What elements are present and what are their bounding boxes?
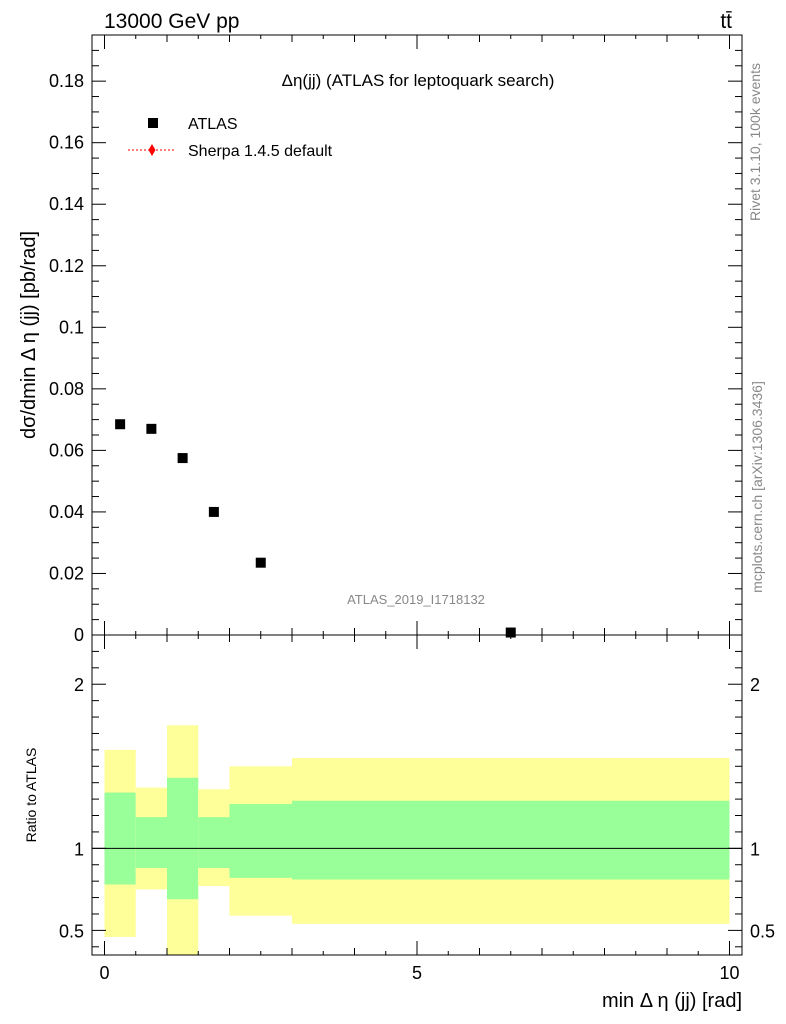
y-tick-label: 0.14: [49, 194, 84, 214]
y-tick-label: 0.06: [49, 440, 84, 460]
y-tick-label: 0.12: [49, 256, 84, 276]
x-tick-label: 5: [412, 963, 422, 983]
y-tick-label: 0.04: [49, 502, 84, 522]
y-tick-label: 0: [74, 625, 84, 645]
y-tick-label: 0.08: [49, 379, 84, 399]
legend-label-atlas: ATLAS: [188, 116, 238, 133]
legend-marker-atlas: [148, 118, 158, 128]
x-axis-label: min Δ η (jj) [rad]: [602, 990, 742, 1012]
ratio-band-green-0: [104, 792, 136, 885]
ratio-band-green-4: [229, 804, 292, 878]
watermark: ATLAS_2019_I1718132: [347, 592, 485, 607]
y-tick-label: 0.1: [59, 317, 84, 337]
ratio-tick-label-right: 0.5: [750, 921, 775, 941]
side-text-top: Rivet 3.1.10, 100k events: [747, 63, 763, 221]
legend-marker-sherpa: [148, 144, 156, 156]
header-right: tt̄: [720, 10, 732, 33]
legend-label-sherpa: Sherpa 1.4.5 default: [188, 143, 333, 160]
y-tick-label: 0.02: [49, 563, 84, 583]
ratio-band-green-1: [135, 817, 167, 869]
ratio-axis-label: Ratio to ATLAS: [23, 748, 39, 843]
data-point-0: [115, 419, 126, 430]
ratio-tick-label-left: 1: [74, 839, 84, 859]
data-point-4: [255, 557, 266, 568]
header-left: 13000 GeV pp: [104, 10, 239, 33]
data-point-2: [177, 453, 188, 464]
data-point-1: [146, 423, 157, 434]
x-tick-label: 0: [99, 963, 109, 983]
data-point-3: [208, 506, 219, 517]
ratio-band-green-3: [198, 817, 230, 869]
side-text-bottom: mcplots.cern.ch [arXiv:1306.3436]: [749, 381, 765, 593]
ratio-band-green-2: [167, 777, 199, 900]
y-tick-label: 0.18: [49, 71, 84, 91]
y-tick-label: 0.16: [49, 133, 84, 153]
x-tick-label: 10: [719, 963, 739, 983]
chart-title: Δη(jj) (ATLAS for leptoquark search): [282, 71, 555, 90]
ratio-tick-label-left: 0.5: [59, 921, 84, 941]
y-axis-label: dσ/dmin Δ η (jj) [pb/rad]: [18, 231, 40, 439]
ratio-tick-label-right: 1: [750, 839, 760, 859]
ratio-tick-label-right: 2: [750, 675, 760, 695]
ratio-tick-label-left: 2: [74, 675, 84, 695]
ratio-band-green-5: [292, 800, 730, 880]
legend: ATLAS Sherpa 1.4.5 default: [128, 116, 333, 160]
